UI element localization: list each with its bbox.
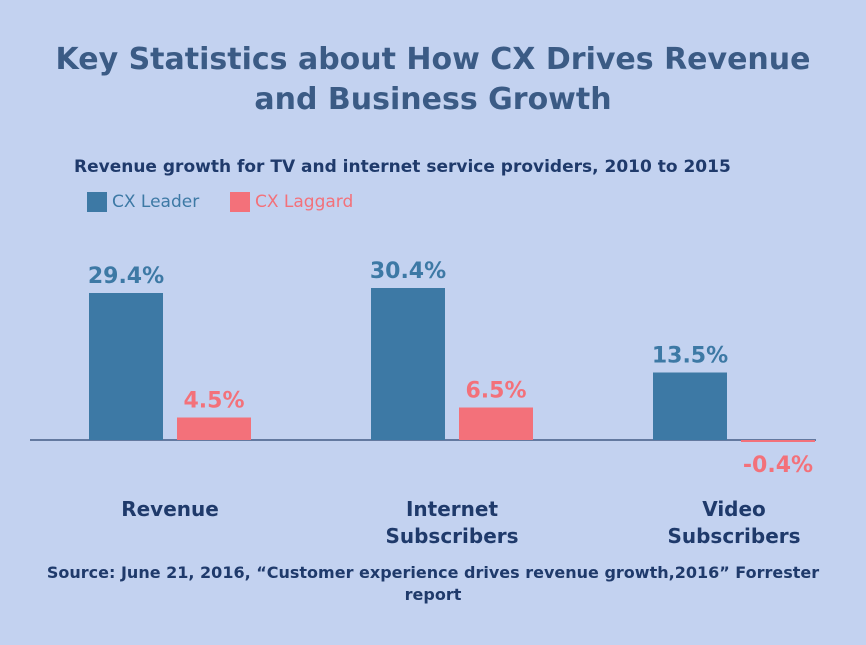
data-label-cx-leader-internet-subscribers: 30.4% — [370, 259, 446, 284]
legend-label-cx-leader: CX Leader — [112, 192, 200, 212]
title-line-1: Key Statistics about How CX Drives Reven… — [55, 42, 811, 77]
data-label-cx-laggard-revenue: 4.5% — [183, 389, 244, 414]
bar-cx-laggard-video-subscribers — [741, 440, 815, 442]
data-label-cx-laggard-video-subscribers: -0.4% — [743, 453, 813, 478]
data-label-cx-leader-video-subscribers: 13.5% — [652, 344, 728, 369]
chart-title: Key Statistics about How CX Drives Reven… — [0, 40, 866, 120]
category-label-internet-subscribers-line-1: Internet — [406, 497, 498, 521]
data-label-cx-leader-revenue: 29.4% — [88, 264, 164, 289]
legend-swatch-cx-leader — [87, 192, 107, 212]
bar-cx-leader-revenue — [89, 293, 163, 440]
title-line-2: and Business Growth — [254, 82, 612, 117]
category-label-internet-subscribers-line-2: Subscribers — [385, 524, 518, 548]
legend-swatch-cx-laggard — [230, 192, 250, 212]
source-note: Source: June 21, 2016, “Customer experie… — [46, 563, 820, 604]
category-label-revenue-line-1: Revenue — [121, 497, 219, 521]
category-label-video-subscribers-line-2: Subscribers — [667, 524, 800, 548]
data-label-cx-laggard-internet-subscribers: 6.5% — [465, 379, 526, 404]
bar-cx-leader-internet-subscribers — [371, 288, 445, 440]
chart-subtitle: Revenue growth for TV and internet servi… — [74, 157, 731, 177]
bar-cx-laggard-revenue — [177, 417, 251, 440]
legend-label-cx-laggard: CX Laggard — [255, 192, 354, 212]
bar-cx-leader-video-subscribers — [653, 372, 727, 440]
category-label-video-subscribers-line-1: Video — [702, 497, 766, 521]
bar-cx-laggard-internet-subscribers — [459, 407, 533, 440]
